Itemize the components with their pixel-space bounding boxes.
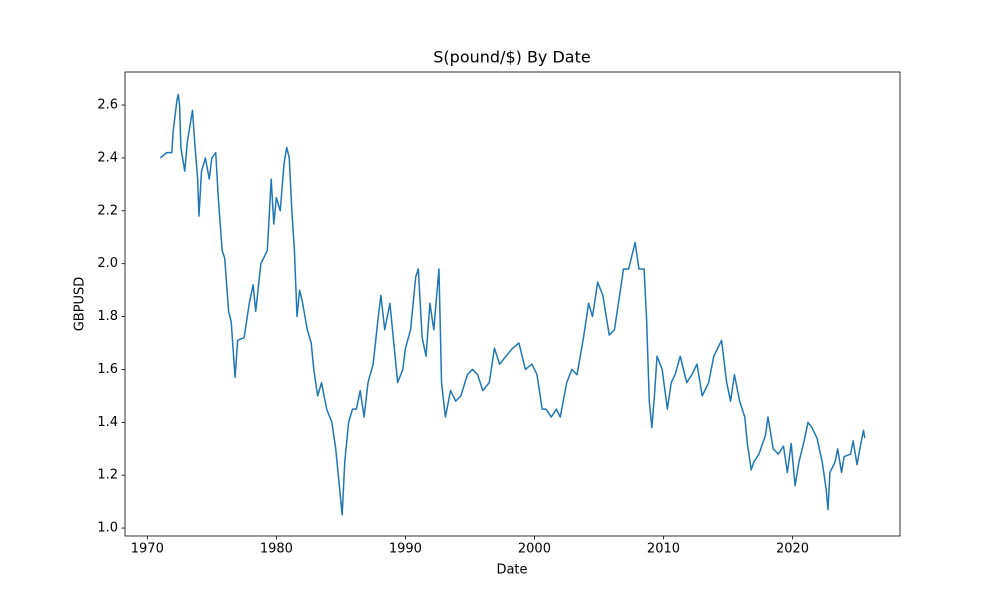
x-tick-label: 1990 [389, 542, 422, 557]
y-tick-label: 2.6 [97, 98, 118, 113]
y-tick-label: 2.4 [97, 150, 118, 165]
x-tick-label: 2020 [776, 542, 809, 557]
y-tick-label: 2.0 [97, 256, 118, 271]
plot-frame [124, 71, 901, 537]
y-axis-label: GBPUSD [73, 277, 88, 332]
x-tick-label: 2000 [518, 542, 551, 557]
x-tick-label: 2010 [647, 542, 680, 557]
chart-title: S(pound/$) By Date [433, 48, 590, 67]
y-tick-label: 1.8 [97, 309, 118, 324]
x-axis-label: Date [496, 563, 527, 578]
x-tick-label: 1970 [131, 542, 164, 557]
y-tick-label: 2.2 [97, 203, 118, 218]
y-tick-label: 1.6 [97, 362, 118, 377]
line-series [159, 93, 866, 516]
y-tick-label: 1.0 [97, 521, 118, 536]
y-tick-label: 1.2 [97, 468, 118, 483]
y-tick-label: 1.4 [97, 415, 118, 430]
x-tick-label: 1980 [260, 542, 293, 557]
